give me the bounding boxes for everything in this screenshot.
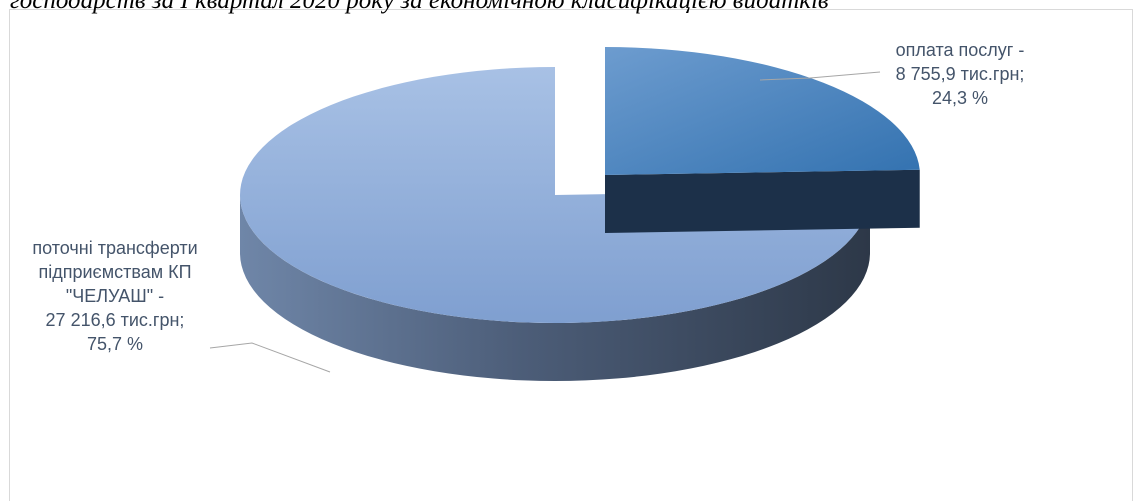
slice-label-transfers: поточні трансферти підприємствам КП "ЧЕЛ… — [10, 236, 220, 356]
pie-slice-0 — [605, 47, 920, 233]
slice-label-services: оплата послуг - 8 755,9 тис.грн; 24,3 % — [875, 38, 1045, 110]
pie-slice-1 — [239, 67, 870, 381]
leader-line-services — [759, 71, 881, 81]
slice-top — [605, 47, 920, 175]
slice-label-line: поточні трансферти — [32, 238, 198, 258]
slice-top — [239, 67, 870, 324]
chart-area — [9, 9, 1133, 501]
slice-label-line: підприємствам КП — [38, 262, 192, 282]
slice-cut-face — [605, 169, 920, 233]
leader-line-transfers — [209, 342, 331, 373]
slice-side — [240, 195, 870, 381]
slice-label-line: 75,7 % — [86, 334, 144, 354]
slice-label-line: "ЧЕЛУАШ" - — [65, 286, 165, 306]
chart-title: господарств за I квартал 2020 року за ек… — [10, 0, 829, 14]
slice-label-line: 8 755,9 тис.грн; — [895, 64, 1025, 84]
slice-label-line: 27 216,6 тис.грн; — [45, 310, 185, 330]
slice-label-line: оплата послуг - — [895, 40, 1025, 60]
slice-label-line: 24,3 % — [931, 88, 989, 108]
chart-title-clip: господарств за I квартал 2020 року за ек… — [0, 0, 1136, 14]
